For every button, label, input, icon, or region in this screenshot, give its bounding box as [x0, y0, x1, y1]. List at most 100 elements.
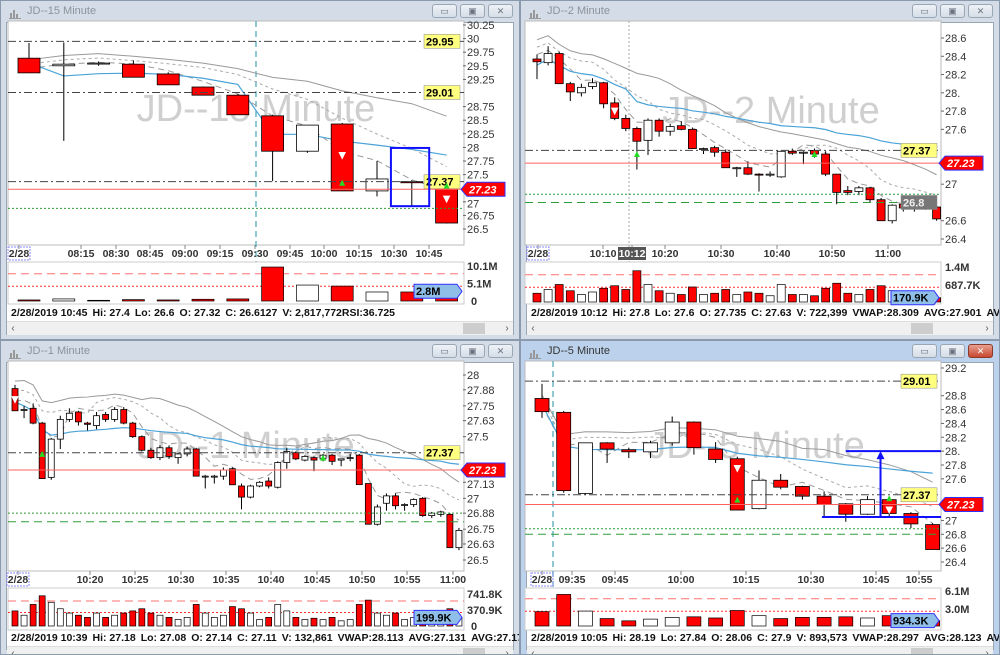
candle[interactable]: [543, 46, 553, 66]
scroll-left-icon[interactable]: ‹: [531, 648, 535, 655]
drawn-rectangle[interactable]: [389, 146, 431, 208]
candle[interactable]: [226, 94, 250, 116]
candle[interactable]: [274, 461, 282, 489]
horizontal-scrollbar[interactable]: ‹ ›: [527, 646, 993, 655]
close-button[interactable]: ✕: [488, 4, 513, 18]
candle[interactable]: [383, 493, 390, 511]
candle[interactable]: [838, 503, 854, 522]
candle[interactable]: [860, 496, 875, 515]
candle[interactable]: [156, 72, 180, 86]
candle[interactable]: [621, 114, 631, 132]
candle[interactable]: [147, 447, 155, 459]
minimize-button[interactable]: ▭: [912, 4, 937, 18]
candle[interactable]: [821, 151, 831, 180]
candle[interactable]: [832, 173, 842, 205]
candle[interactable]: [687, 127, 697, 149]
scroll-left-icon[interactable]: ‹: [11, 648, 15, 655]
candle[interactable]: [261, 114, 285, 182]
candle[interactable]: [556, 410, 572, 493]
candle[interactable]: [643, 440, 658, 459]
candle[interactable]: [708, 442, 724, 463]
candle[interactable]: [174, 452, 182, 464]
candle[interactable]: [238, 483, 245, 510]
candle[interactable]: [256, 481, 264, 488]
scroll-right-icon[interactable]: ›: [985, 323, 989, 334]
candle[interactable]: [643, 118, 653, 155]
price-chart[interactable]: JD--2 Minute 27.37 27.23 26.8 28.6 28.4 28.2 28…: [521, 1, 1000, 340]
candle[interactable]: [578, 442, 593, 495]
candle[interactable]: [75, 410, 82, 426]
candle[interactable]: [138, 435, 146, 452]
candle[interactable]: [56, 415, 64, 449]
candle[interactable]: [455, 527, 463, 551]
candle[interactable]: [355, 453, 363, 490]
scroll-left-icon[interactable]: ‹: [531, 323, 535, 334]
candle[interactable]: [887, 204, 897, 224]
candle[interactable]: [765, 171, 775, 177]
candle[interactable]: [84, 421, 91, 431]
candle[interactable]: [373, 504, 381, 526]
candle[interactable]: [201, 474, 209, 489]
candle[interactable]: [29, 403, 37, 425]
candle[interactable]: [676, 121, 686, 131]
candle[interactable]: [588, 78, 597, 90]
close-button[interactable]: ✕: [968, 344, 993, 358]
candle[interactable]: [554, 51, 564, 85]
title-bar[interactable]: JD--1 Minute ▭ ▣ ✕: [1, 341, 519, 362]
maximize-button[interactable]: ▣: [460, 4, 485, 18]
maximize-button[interactable]: ▣: [940, 344, 965, 358]
candle[interactable]: [191, 86, 215, 96]
candle[interactable]: [38, 421, 46, 479]
candle[interactable]: [419, 497, 427, 517]
chart-window-5-minute[interactable]: JD--5 Minute ▭ ▣ ✕ JD--5 Minute 29.01 27.37 27.…: [520, 340, 1000, 655]
candle[interactable]: [210, 474, 218, 484]
candle[interactable]: [401, 503, 408, 511]
candle[interactable]: [20, 405, 28, 419]
candle[interactable]: [392, 493, 399, 510]
candle[interactable]: [93, 412, 100, 430]
close-button[interactable]: ✕: [968, 4, 993, 18]
candle[interactable]: [532, 54, 542, 80]
scroll-right-icon[interactable]: ›: [985, 648, 989, 655]
scrollbar-thumb[interactable]: [911, 323, 933, 334]
candle[interactable]: [843, 186, 853, 196]
candle[interactable]: [665, 123, 675, 136]
candle[interactable]: [428, 511, 436, 519]
scrollbar-thumb[interactable]: [463, 648, 485, 654]
title-bar[interactable]: JD--2 Minute ▭ ▣ ✕: [521, 1, 999, 22]
candle[interactable]: [776, 150, 786, 178]
candle[interactable]: [621, 447, 637, 459]
candle[interactable]: [120, 407, 128, 425]
candle[interactable]: [876, 197, 886, 222]
candle[interactable]: [654, 118, 664, 137]
candle[interactable]: [925, 523, 941, 550]
price-chart[interactable]: JD--1 Minute 27.37 27.23 28 27.88 27.75 27.63 2…: [1, 341, 520, 655]
price-chart[interactable]: JD--5 Minute29.0127.3727.2329.228.828.62…: [521, 341, 1000, 655]
candle[interactable]: [292, 451, 300, 461]
candle[interactable]: [265, 477, 273, 489]
candle[interactable]: [129, 421, 137, 438]
candle[interactable]: [794, 485, 810, 500]
horizontal-scrollbar[interactable]: ‹ ›: [7, 646, 513, 655]
chart-window-2-minute[interactable]: JD--2 Minute ▭ ▣ ✕ JD--2 Minute 27.37 27.23 26.…: [520, 0, 1000, 340]
candle[interactable]: [410, 498, 418, 507]
candle[interactable]: [52, 42, 76, 141]
candle[interactable]: [773, 474, 789, 490]
candle[interactable]: [686, 421, 702, 455]
candle[interactable]: [599, 81, 608, 109]
candle[interactable]: [301, 455, 309, 462]
candle[interactable]: [328, 453, 336, 466]
minimize-button[interactable]: ▭: [912, 344, 937, 358]
horizontal-scrollbar[interactable]: ‹ ›: [527, 321, 993, 335]
candle[interactable]: [903, 512, 919, 529]
candle[interactable]: [732, 166, 742, 177]
candle[interactable]: [446, 513, 454, 549]
candle[interactable]: [346, 453, 354, 462]
candle[interactable]: [295, 124, 319, 153]
horizontal-scrollbar[interactable]: ‹ ›: [7, 321, 513, 335]
candle[interactable]: [102, 412, 109, 422]
maximize-button[interactable]: ▣: [460, 344, 485, 358]
candle[interactable]: [364, 483, 372, 525]
candle[interactable]: [310, 456, 318, 472]
candle[interactable]: [283, 447, 291, 469]
